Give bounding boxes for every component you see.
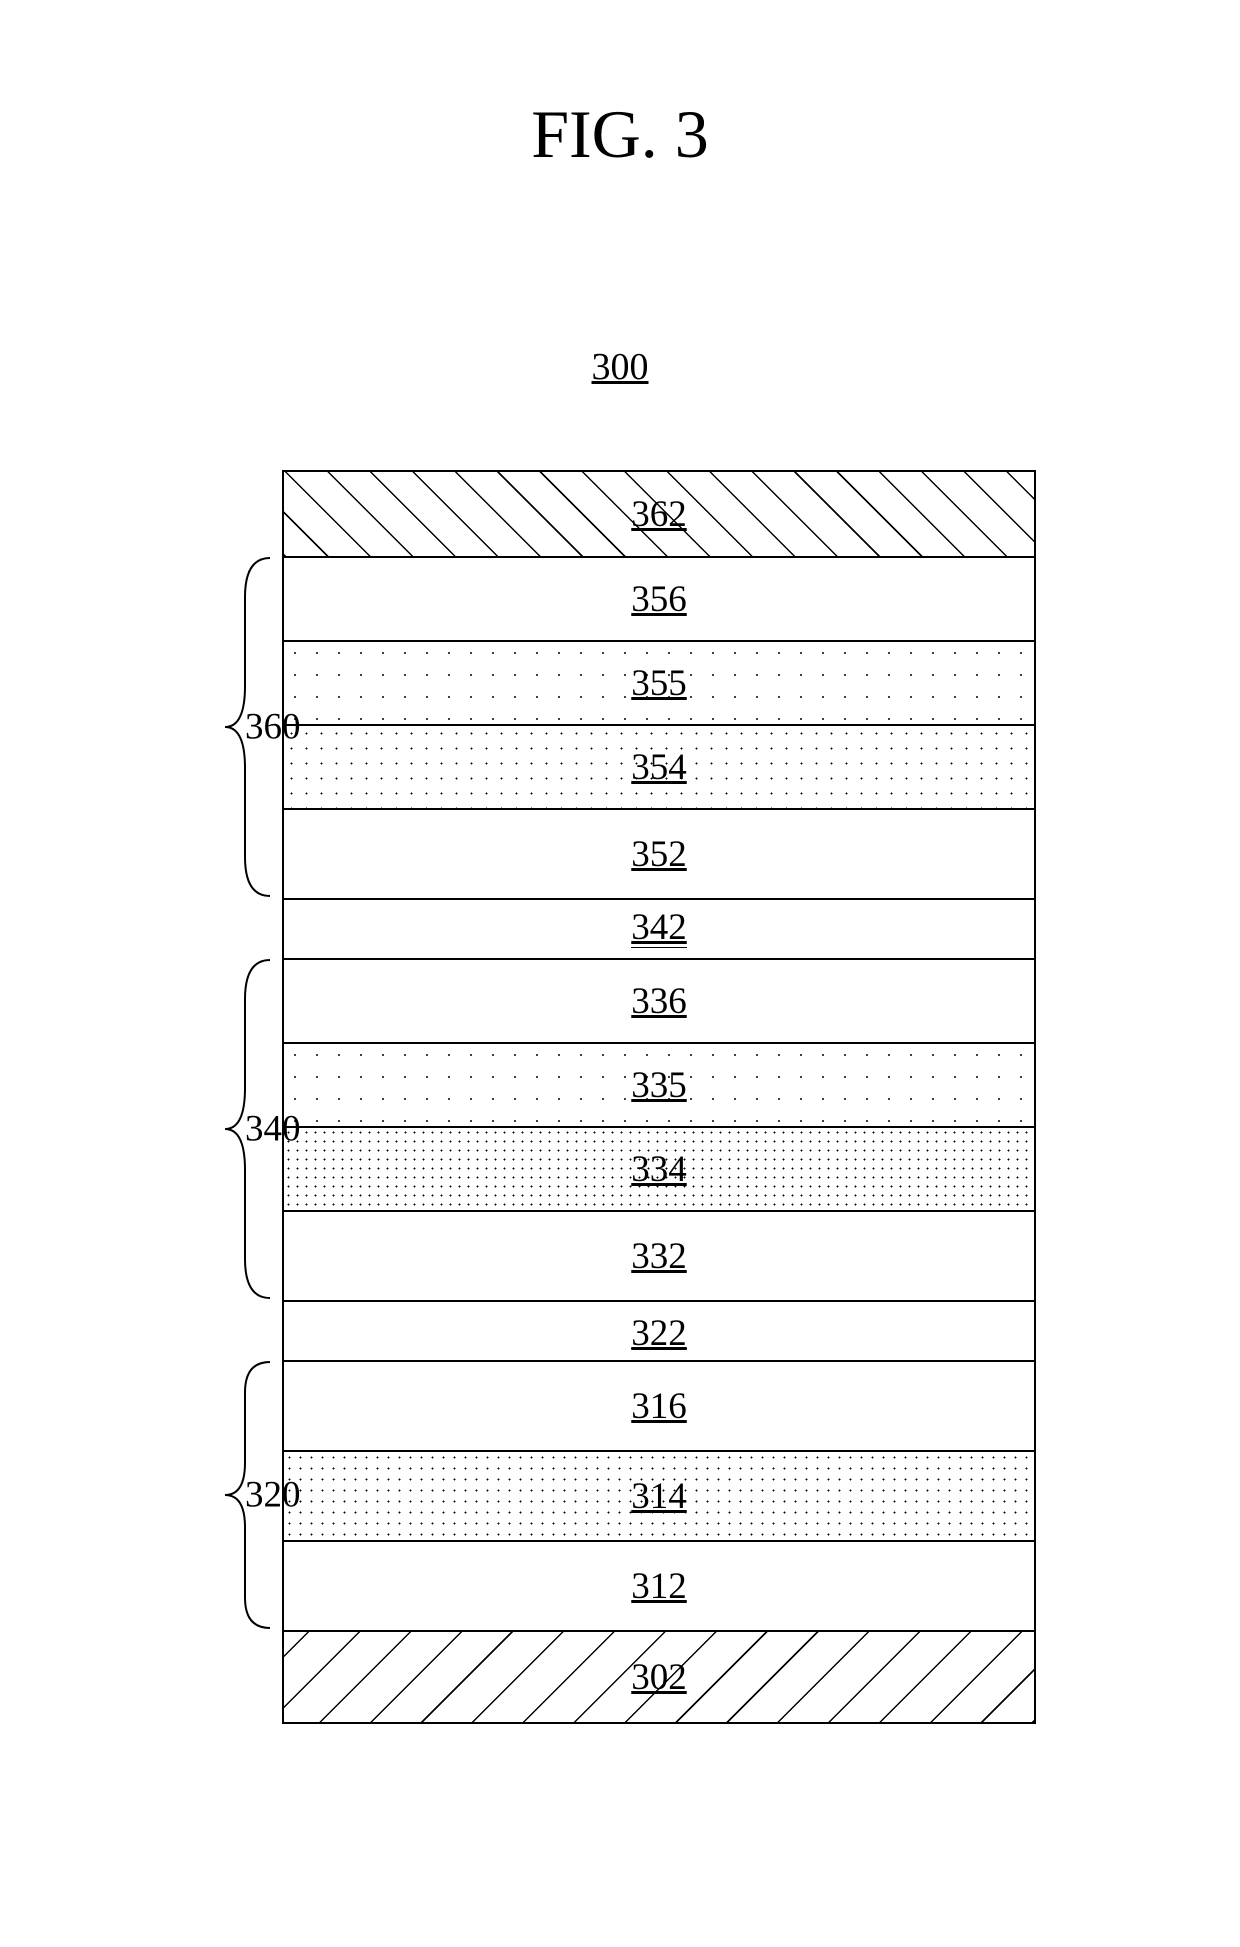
- layer-stack: 362 356 355 354 352 342 336 335 334 332 322 316 314 3…: [282, 470, 1036, 1724]
- layer-335: 335: [284, 1044, 1034, 1128]
- layer-314: 314: [284, 1452, 1034, 1542]
- layer-302: 302: [284, 1632, 1034, 1722]
- sublayer: 342: [631, 907, 687, 948]
- layer-label: 362: [631, 493, 687, 536]
- figure-page: FIG. 3 300 362 356 355 354 352 342 336 335 334 33…: [0, 0, 1240, 1947]
- layer-336: 336: [284, 960, 1034, 1044]
- layer-355: 355: [284, 642, 1034, 726]
- layer-label: 356: [631, 578, 687, 621]
- layer-label: 332: [631, 1235, 687, 1278]
- brace-curly-icon: [165, 958, 275, 1300]
- brace-curly-icon: [165, 556, 275, 898]
- brace-curly-icon: [165, 1360, 275, 1630]
- layer-332: 332: [284, 1212, 1034, 1302]
- layer-316: 316: [284, 1362, 1034, 1452]
- layer-label: 302: [631, 1656, 687, 1699]
- layer-label: 355: [631, 662, 687, 705]
- layer-352: 352: [284, 810, 1034, 900]
- layer-label: 334: [631, 1148, 687, 1191]
- layer-354: 354: [284, 726, 1034, 810]
- layer-356: 356: [284, 558, 1034, 642]
- sublayer: 322: [631, 1318, 687, 1349]
- layer-label: 316: [631, 1385, 687, 1428]
- layer-312: 312: [284, 1542, 1034, 1632]
- layer-label: 352: [631, 833, 687, 876]
- layer-label: 336: [631, 980, 687, 1023]
- figure-reference: 300: [592, 345, 649, 389]
- layer-334: 334: [284, 1128, 1034, 1212]
- layer-label: 314: [631, 1475, 687, 1518]
- layer-label: 335: [631, 1064, 687, 1107]
- layer-label: 322: [631, 1312, 687, 1355]
- layer-label: 342: [631, 906, 687, 949]
- layer-label: 312: [631, 1565, 687, 1608]
- layer-label: 354: [631, 746, 687, 789]
- layer-342: 342: [284, 900, 1034, 960]
- figure-title: FIG. 3: [531, 95, 709, 174]
- layer-362: 362: [284, 472, 1034, 558]
- layer-322: 322: [284, 1302, 1034, 1362]
